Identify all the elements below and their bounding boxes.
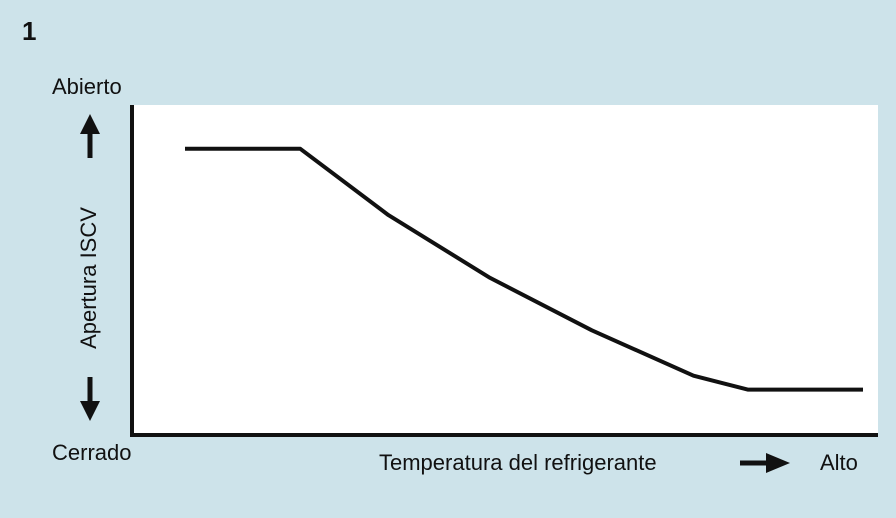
figure-number: 1 <box>22 16 37 46</box>
arrow-right-icon <box>740 453 790 473</box>
x-axis-label: Temperatura del refrigerante <box>379 450 657 475</box>
y-axis-label: Apertura ISCV <box>76 207 101 349</box>
y-high-label: Abierto <box>52 74 122 99</box>
x-high-label: Alto <box>820 450 858 475</box>
y-low-label: Cerrado <box>52 440 132 465</box>
arrow-down-icon <box>80 377 100 421</box>
plot-area <box>132 105 878 435</box>
arrow-up-icon <box>80 114 100 158</box>
series-line <box>185 146 863 392</box>
